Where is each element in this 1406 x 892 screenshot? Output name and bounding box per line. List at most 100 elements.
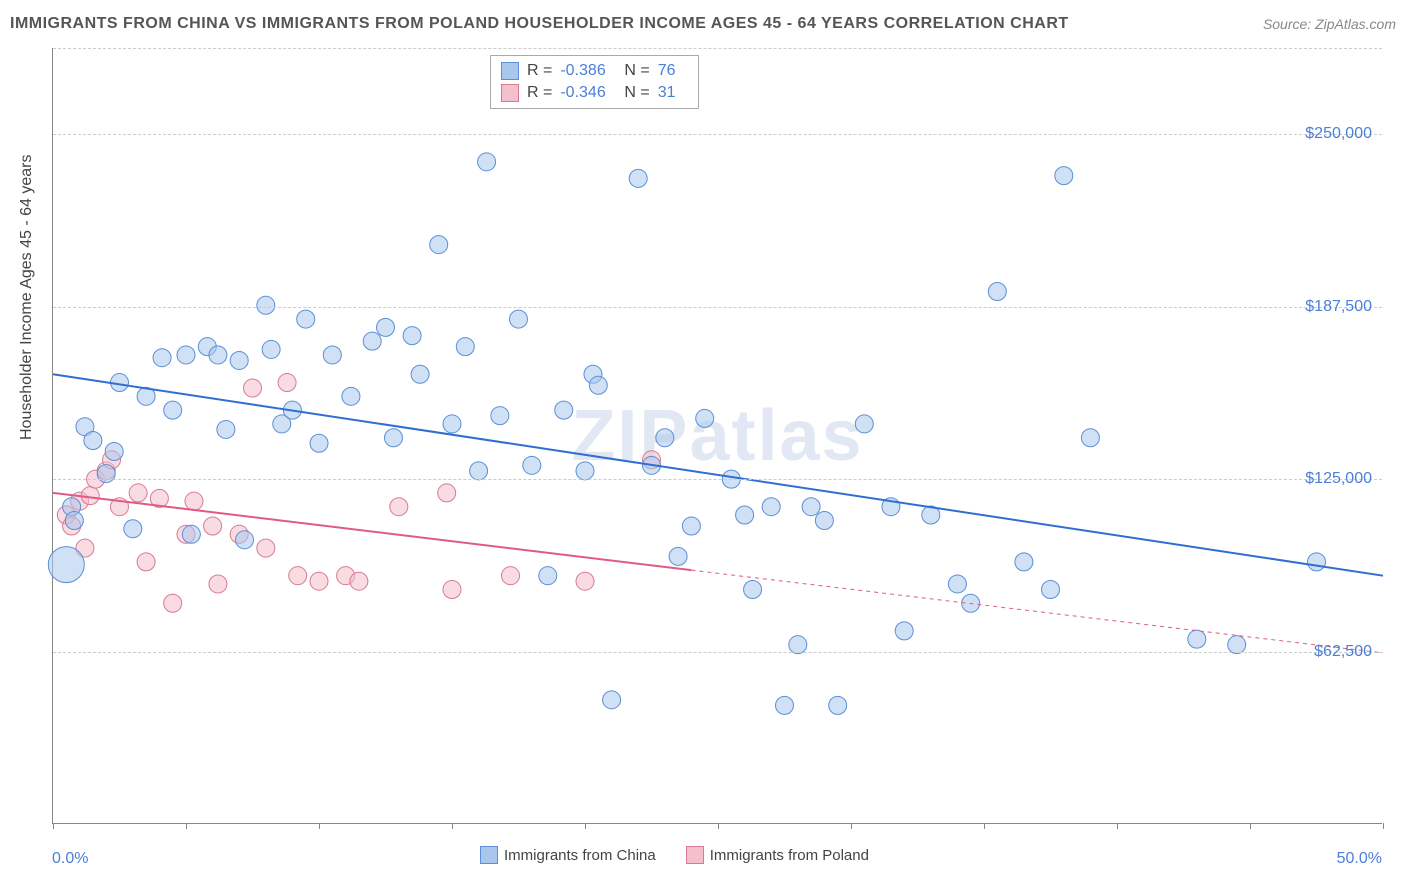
data-point xyxy=(177,346,195,364)
x-tick xyxy=(1250,823,1251,829)
data-point xyxy=(289,567,307,585)
data-point xyxy=(1308,553,1326,571)
data-point xyxy=(257,539,275,557)
data-point xyxy=(491,407,509,425)
data-point xyxy=(629,169,647,187)
data-point xyxy=(523,456,541,474)
x-tick xyxy=(1383,823,1384,829)
data-point xyxy=(137,553,155,571)
data-point xyxy=(776,696,794,714)
data-point xyxy=(589,376,607,394)
data-point xyxy=(682,517,700,535)
data-point xyxy=(363,332,381,350)
data-point xyxy=(669,547,687,565)
grid-line xyxy=(53,48,1382,49)
stat-n-label: N = xyxy=(624,62,649,80)
x-tick xyxy=(186,823,187,829)
data-point xyxy=(443,580,461,598)
data-point xyxy=(829,696,847,714)
x-tick xyxy=(984,823,985,829)
data-point xyxy=(129,484,147,502)
data-point xyxy=(1042,580,1060,598)
data-point xyxy=(736,506,754,524)
data-point xyxy=(185,492,203,510)
data-point xyxy=(403,327,421,345)
x-tick xyxy=(718,823,719,829)
data-point xyxy=(390,498,408,516)
stat-r-value: -0.386 xyxy=(560,62,616,80)
stat-r-label: R = xyxy=(527,62,552,80)
data-point xyxy=(555,401,573,419)
stats-row: R =-0.346N =31 xyxy=(501,82,688,104)
grid-line xyxy=(53,652,1382,653)
data-point xyxy=(1015,553,1033,571)
data-point xyxy=(377,318,395,336)
data-point xyxy=(350,572,368,590)
data-point xyxy=(456,338,474,356)
data-point xyxy=(236,531,254,549)
data-point xyxy=(744,580,762,598)
data-point xyxy=(278,374,296,392)
x-tick xyxy=(585,823,586,829)
data-point xyxy=(244,379,262,397)
data-point xyxy=(815,511,833,529)
x-axis-min-label: 0.0% xyxy=(52,850,88,868)
data-point xyxy=(209,575,227,593)
plot-area: ZIPatlas $62,500$125,000$187,500$250,000 xyxy=(52,48,1382,824)
source-credit: Source: ZipAtlas.com xyxy=(1263,16,1396,32)
stat-r-label: R = xyxy=(527,84,552,102)
data-point xyxy=(603,691,621,709)
data-point xyxy=(164,401,182,419)
chart-container: IMMIGRANTS FROM CHINA VS IMMIGRANTS FROM… xyxy=(0,0,1406,892)
y-axis-label: Householder Income Ages 45 - 64 years xyxy=(18,155,36,441)
data-point xyxy=(182,525,200,543)
data-point xyxy=(576,462,594,480)
data-point xyxy=(124,520,142,538)
data-point xyxy=(262,340,280,358)
data-point xyxy=(696,409,714,427)
data-point xyxy=(1081,429,1099,447)
data-point xyxy=(411,365,429,383)
x-tick xyxy=(452,823,453,829)
legend-label: Immigrants from Poland xyxy=(710,847,869,864)
data-point xyxy=(1188,630,1206,648)
stat-n-value: 31 xyxy=(658,84,688,102)
legend-label: Immigrants from China xyxy=(504,847,656,864)
data-point xyxy=(65,511,83,529)
x-tick xyxy=(319,823,320,829)
chart-title: IMMIGRANTS FROM CHINA VS IMMIGRANTS FROM… xyxy=(10,15,1069,33)
data-point xyxy=(478,153,496,171)
data-point xyxy=(1055,167,1073,185)
data-point xyxy=(430,236,448,254)
y-tick-label: $125,000 xyxy=(1305,470,1372,488)
data-point xyxy=(310,572,328,590)
data-point xyxy=(153,349,171,367)
data-point xyxy=(257,296,275,314)
data-point xyxy=(948,575,966,593)
stat-n-value: 76 xyxy=(658,62,688,80)
data-point xyxy=(310,434,328,452)
series-legend: Immigrants from China Immigrants from Pol… xyxy=(480,846,869,864)
data-point xyxy=(384,429,402,447)
stat-r-value: -0.346 xyxy=(560,84,616,102)
data-point xyxy=(323,346,341,364)
grid-line xyxy=(53,479,1382,480)
grid-line xyxy=(53,134,1382,135)
correlation-stats-box: R =-0.386N =76R =-0.346N =31 xyxy=(490,55,699,109)
data-point xyxy=(48,547,84,583)
data-point xyxy=(105,443,123,461)
legend-item: Immigrants from China xyxy=(480,846,656,864)
data-point xyxy=(438,484,456,502)
y-tick-label: $250,000 xyxy=(1305,125,1372,143)
scatter-svg xyxy=(53,48,1383,824)
legend-swatch xyxy=(501,62,519,80)
data-point xyxy=(230,351,248,369)
data-point xyxy=(204,517,222,535)
x-tick xyxy=(53,823,54,829)
data-point xyxy=(802,498,820,516)
data-point xyxy=(470,462,488,480)
title-bar: IMMIGRANTS FROM CHINA VS IMMIGRANTS FROM… xyxy=(10,8,1396,40)
data-point xyxy=(209,346,227,364)
trend-line xyxy=(53,374,1383,575)
x-tick xyxy=(851,823,852,829)
